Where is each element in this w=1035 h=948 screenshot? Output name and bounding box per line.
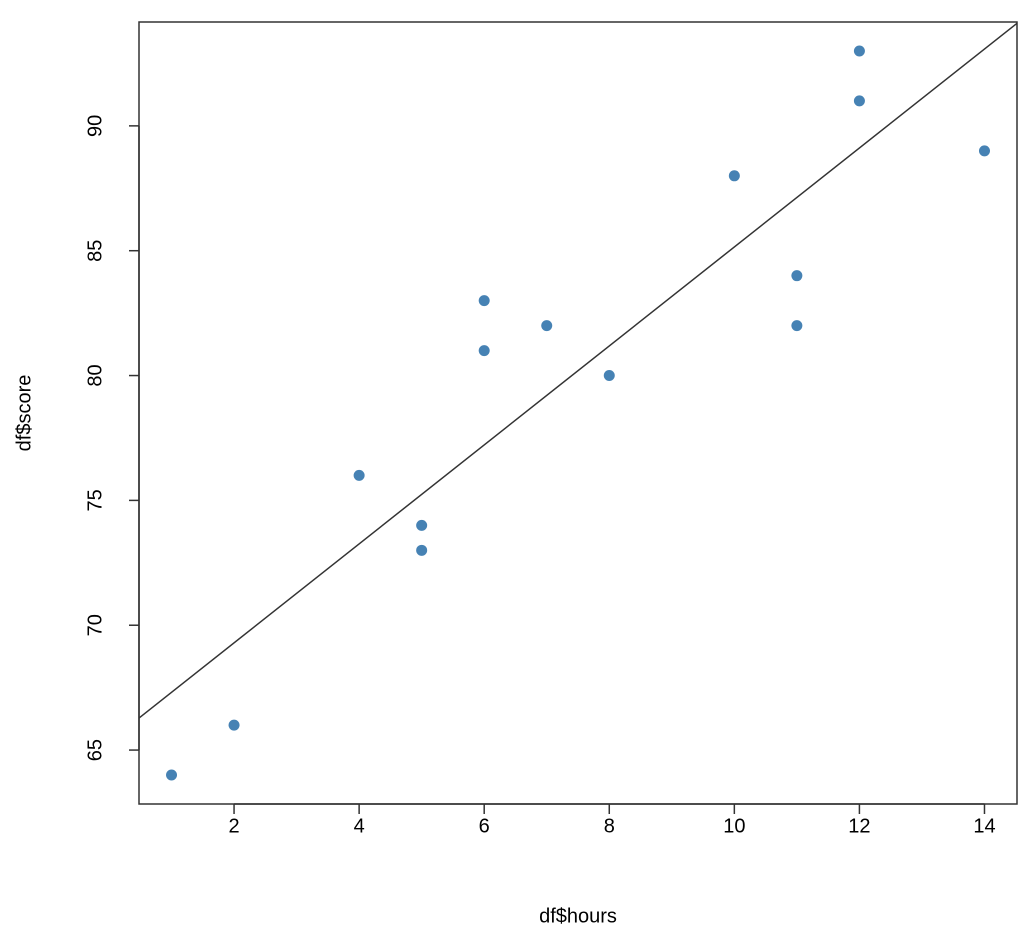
x-tick-label: 6 — [479, 815, 490, 837]
plot-frame — [138, 21, 1018, 805]
regression-line — [139, 22, 1017, 719]
y-tick-label: 70 — [84, 614, 106, 636]
data-point — [541, 320, 553, 332]
x-axis-title: df$hours — [539, 905, 617, 927]
y-tick-label: 85 — [84, 240, 106, 262]
x-tick-label: 10 — [723, 815, 745, 837]
x-tick-label: 8 — [604, 815, 615, 837]
data-point — [791, 270, 803, 282]
data-point — [478, 345, 490, 357]
data-point — [353, 469, 365, 481]
data-point — [166, 769, 178, 781]
data-point — [416, 544, 428, 556]
data-point — [416, 519, 428, 531]
data-point — [603, 370, 615, 382]
x-tick-label: 4 — [354, 815, 365, 837]
data-point — [791, 320, 803, 332]
y-axis-title: df$score — [13, 375, 35, 452]
data-point — [478, 295, 490, 307]
y-tick-label: 90 — [84, 115, 106, 137]
x-tick-label: 2 — [228, 815, 239, 837]
data-point — [228, 719, 240, 731]
data-point — [978, 145, 990, 157]
x-tick-label: 12 — [848, 815, 870, 837]
data-point — [853, 45, 865, 57]
y-tick-label: 65 — [84, 739, 106, 761]
y-tick-label: 75 — [84, 489, 106, 511]
y-tick-label: 80 — [84, 364, 106, 386]
data-point — [853, 95, 865, 107]
x-tick-label: 14 — [973, 815, 995, 837]
data-point — [728, 170, 740, 182]
